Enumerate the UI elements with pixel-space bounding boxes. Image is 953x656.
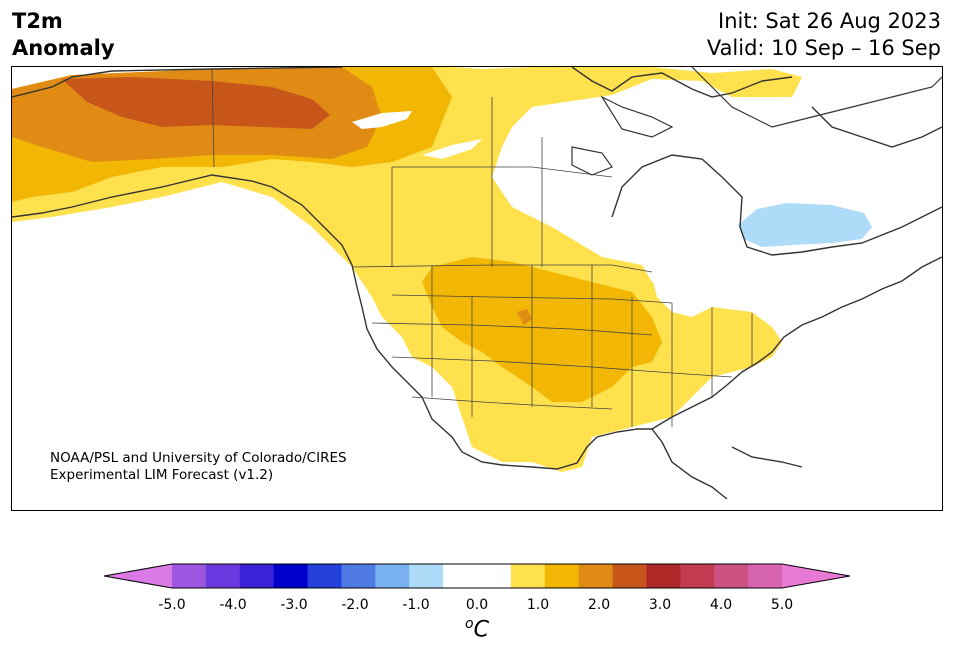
colorbar-tick-label: -3.0	[280, 597, 308, 613]
colorbar-bin	[510, 564, 546, 588]
forecast-dates: Init: Sat 26 Aug 2023 Valid: 10 Sep – 16…	[707, 8, 941, 62]
colorbar-tick-label: 4.0	[709, 597, 733, 613]
colorbar-tick-label: -2.0	[341, 597, 369, 613]
colorbar-ticks: -5.0 -4.0 -3.0 -2.0 -1.0 0.0 1.0 2.0 3.0 4.0 5.0	[0, 597, 953, 617]
colorbar-bin	[443, 564, 478, 588]
attribution-line-1: NOAA/PSL and University of Colorado/CIRE…	[50, 450, 347, 466]
colorbar-bin	[477, 564, 512, 588]
colorbar-bin	[273, 564, 309, 588]
anomaly-fill-minus-0-5	[738, 203, 872, 247]
colorbar-bin	[748, 564, 783, 588]
anomaly-map: NOAA/PSL and University of Colorado/CIRE…	[11, 66, 943, 511]
colorbar-tick-label: -4.0	[219, 597, 247, 613]
colorbar-bin	[646, 564, 681, 588]
attribution-line-2: Experimental LIM Forecast (v1.2)	[50, 467, 274, 483]
title-line-2: Anomaly	[12, 36, 115, 60]
colorbar-bin	[578, 564, 614, 588]
colorbar-tick-label: -5.0	[158, 597, 186, 613]
colorbar-bin	[714, 564, 749, 588]
coastlines	[12, 67, 942, 500]
anomaly-fill-plus-2-0	[62, 77, 532, 325]
colorbar-bin	[612, 564, 647, 588]
colorbar-bin	[409, 564, 444, 588]
colorbar-bin	[239, 564, 275, 588]
colorbar-bin	[205, 564, 241, 588]
colorbar-bin	[307, 564, 342, 588]
colorbar-bin	[375, 564, 410, 588]
colorbar-bin	[544, 564, 580, 588]
colorbar-bin	[680, 564, 715, 588]
country-state-borders	[211, 68, 753, 427]
colorbar-tick-label: -1.0	[402, 597, 430, 613]
colorbar-bin	[341, 564, 376, 588]
colorbar-tick-label: 0.0	[465, 597, 489, 613]
colorbar-tick-label: 5.0	[770, 597, 794, 613]
colorbar-tick-label: 3.0	[648, 597, 672, 613]
colorbar-tick-label: 1.0	[526, 597, 550, 613]
colorbar-unit: oC	[465, 616, 489, 642]
arctic-islands	[571, 67, 942, 176]
lakes	[352, 111, 712, 317]
colorbar-over-extension	[782, 564, 850, 588]
map-canvas	[12, 67, 942, 500]
attribution: NOAA/PSL and University of Colorado/CIRE…	[50, 450, 347, 484]
unit-superscript: o	[465, 616, 474, 632]
title-line-1: T2m	[12, 9, 63, 33]
map-title: T2m Anomaly	[12, 8, 115, 62]
colorbar-swatches	[103, 563, 851, 589]
colorbar	[103, 563, 851, 593]
colorbar-under-extension	[104, 564, 172, 588]
init-date: Init: Sat 26 Aug 2023	[718, 9, 941, 33]
colorbar-bin	[172, 564, 207, 588]
colorbar-tick-label: 2.0	[587, 597, 611, 613]
unit-letter: C	[473, 617, 489, 643]
valid-period: Valid: 10 Sep – 16 Sep	[706, 36, 941, 60]
